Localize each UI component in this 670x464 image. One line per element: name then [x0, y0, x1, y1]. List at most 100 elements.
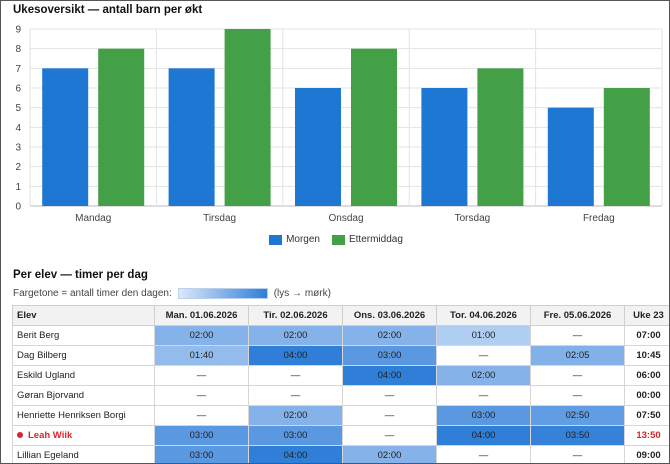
week-total-cell: 10:45	[624, 345, 669, 366]
chart-legend: Morgen Ettermiddag	[1, 234, 669, 245]
table-header-row: Elev Man. 01.06.2026 Tir. 02.06.2026 Ons. 0…	[12, 305, 669, 326]
student-name[interactable]: Eskild Ugland	[12, 365, 155, 386]
day-hours-cell: —	[436, 345, 531, 366]
week-total-cell: 07:00	[624, 325, 669, 346]
alert-dot-icon	[17, 432, 23, 439]
chart-title: Ukesoversikt — antall barn per økt	[13, 4, 203, 16]
student-name[interactable]: Henriette Henriksen Borgi	[12, 405, 155, 426]
day-hours-cell: 02:05	[530, 345, 625, 366]
column-header[interactable]: Tir. 02.06.2026	[248, 305, 343, 326]
table-row[interactable]: Leah Wiik 03:00 03:00—04:00 03:50 13:50	[12, 425, 669, 446]
legend-label-morgen: Morgen	[286, 234, 320, 245]
table-row[interactable]: Gøran Bjorvand — — — — —00:00	[12, 385, 669, 406]
bar-chart: 0 1 2 3 4 5 6 7 8 9 Mandag Tirsdag Onsdag Torsdag Fred…	[15, 25, 663, 224]
day-hours-cell: —	[342, 385, 437, 406]
day-hours-cell: —	[154, 385, 249, 406]
day-hours-cell: —	[436, 385, 531, 406]
day-hours-cell: 03:00	[342, 345, 437, 366]
day-hours-cell: 02:00	[248, 405, 343, 426]
scale-label: Fargetone = antall timer den dagen:	[13, 288, 172, 299]
y-tick-label: 9	[15, 25, 21, 36]
legend-label-ettermiddag: Ettermiddag	[348, 234, 403, 245]
day-hours-cell: —	[154, 405, 249, 426]
day-hours-cell: 04:00	[342, 365, 437, 386]
student-name[interactable]: Leah Wiik	[12, 425, 155, 446]
x-tick-label: Onsdag	[328, 213, 363, 224]
day-hours-cell: 04:00	[248, 445, 343, 463]
day-hours-cell: —	[248, 385, 343, 406]
bar-morgen-torsdag	[421, 88, 468, 206]
table-row[interactable]: Dag Bilberg 01:40 04:00 03:00—02:05 10:45	[12, 345, 669, 366]
bar-morgen-tirsdag	[168, 68, 215, 206]
student-name[interactable]: Dag Bilberg	[12, 345, 155, 366]
x-tick-label: Tirsdag	[203, 213, 236, 224]
bar-ettermiddag-tirsdag	[224, 29, 271, 206]
table-row[interactable]: Berit Berg 02:00 02:00 02:00 01:00—07:00	[12, 325, 669, 346]
hours-table: Elev Man. 01.06.2026 Tir. 02.06.2026 Ons. 0…	[12, 305, 669, 463]
day-hours-cell: —	[248, 365, 343, 386]
y-tick-label: 6	[15, 84, 21, 95]
day-hours-cell: 03:00	[248, 425, 343, 446]
legend-item-ettermiddag[interactable]: Ettermiddag	[331, 234, 403, 245]
day-hours-cell: —	[530, 445, 625, 463]
scale-hint: (lys → mørk)	[273, 288, 331, 299]
day-hours-cell: —	[436, 445, 531, 463]
day-hours-cell: 01:00	[436, 325, 531, 346]
day-hours-cell: —	[530, 365, 625, 386]
week-total-cell: 00:00	[624, 385, 669, 406]
y-tick-label: 0	[15, 202, 21, 213]
student-name[interactable]: Gøran Bjorvand	[12, 385, 155, 406]
column-header[interactable]: Tor. 04.06.2026	[436, 305, 531, 326]
table-row[interactable]: Henriette Henriksen Borgi —02:00—03:00 02:…	[12, 405, 669, 426]
column-header[interactable]: Elev	[12, 305, 155, 326]
bar-ettermiddag-mandag	[98, 48, 145, 207]
student-name[interactable]: Lillian Egeland	[12, 445, 155, 463]
column-header[interactable]: Ons. 03.06.2026	[342, 305, 437, 326]
bar-morgen-fredag	[547, 107, 594, 206]
table-title: Per elev — timer per dag	[13, 269, 148, 281]
legend-swatch-morgen	[269, 234, 283, 245]
y-tick-label: 7	[15, 64, 21, 75]
day-hours-cell: 03:00	[154, 425, 249, 446]
column-header[interactable]: Fre. 05.06.2026	[530, 305, 625, 326]
column-header[interactable]: Man. 01.06.2026	[154, 305, 249, 326]
y-tick-label: 2	[15, 162, 21, 173]
day-hours-cell: 02:00	[154, 325, 249, 346]
day-hours-cell: —	[530, 385, 625, 406]
x-tick-label: Fredag	[583, 213, 615, 224]
day-hours-cell: 02:00	[248, 325, 343, 346]
week-total-cell: 07:50	[624, 405, 669, 426]
bar-morgen-onsdag	[295, 88, 341, 206]
y-tick-label: 1	[15, 182, 21, 193]
bar-ettermiddag-onsdag	[351, 48, 397, 207]
day-hours-cell: 03:50	[530, 425, 625, 446]
bar-ettermiddag-torsdag	[477, 68, 524, 206]
legend-item-morgen[interactable]: Morgen	[269, 234, 320, 245]
day-hours-cell: 02:00	[436, 365, 531, 386]
x-tick-label: Mandag	[75, 213, 111, 224]
day-hours-cell: 02:00	[342, 325, 437, 346]
column-header[interactable]: Uke 23	[624, 305, 669, 326]
scale-gradient	[177, 288, 268, 299]
day-hours-cell: 01:40	[154, 345, 249, 366]
day-hours-cell: 04:00	[436, 425, 531, 446]
day-hours-cell: —	[342, 425, 437, 446]
week-total-cell: 09:00	[624, 445, 669, 463]
day-hours-cell: —	[154, 365, 249, 386]
bar-ettermiddag-fredag	[603, 88, 650, 206]
day-hours-cell: —	[530, 325, 625, 346]
y-tick-label: 3	[15, 143, 21, 154]
legend-swatch-ettermiddag	[331, 234, 345, 245]
day-hours-cell: 02:00	[342, 445, 437, 463]
student-name[interactable]: Berit Berg	[12, 325, 155, 346]
y-tick-label: 8	[15, 44, 21, 55]
y-tick-label: 4	[15, 123, 21, 134]
day-hours-cell: —	[342, 405, 437, 426]
y-tick-label: 5	[15, 103, 21, 114]
table-row[interactable]: Lillian Egeland 03:00 04:00 02:00— —09:00	[12, 445, 669, 463]
table-row[interactable]: Eskild Ugland — —04:00 02:00—06:00	[12, 365, 669, 386]
week-total-cell: 06:00	[624, 365, 669, 386]
day-hours-cell: 04:00	[248, 345, 343, 366]
bar-morgen-mandag	[42, 68, 89, 206]
